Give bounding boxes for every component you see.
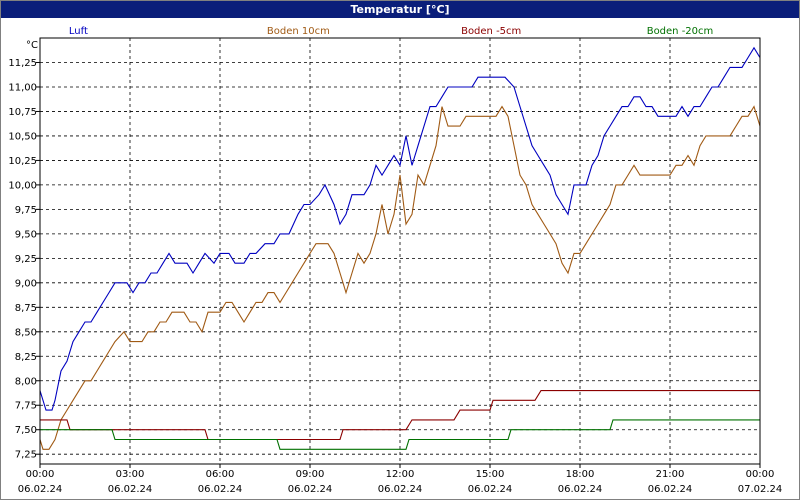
series-line-boden-10cm — [39, 105, 761, 450]
x-tick-date-label: 06.02.24 — [18, 484, 63, 495]
y-axis-unit-label: °C — [26, 40, 38, 51]
chart-title: Temperatur [°C] — [1, 1, 799, 18]
x-axis: 00:00 06.02.24 03:00 06.02.24 06:00 06.02.24 0… — [18, 464, 783, 495]
y-axis: 7,25 7,50 7,75 8,00 8,25 8,50 8,75 9,00 9,25 9,50… — [8, 58, 40, 461]
x-tick-date-label: 07.02.24 — [738, 484, 783, 495]
y-tick-label: 7,50 — [15, 425, 37, 436]
y-tick-label: 10,25 — [8, 156, 37, 167]
y-tick-label: 9,75 — [15, 205, 37, 216]
x-tick-date-label: 06.02.24 — [468, 484, 513, 495]
x-tick-time-label: 21:00 — [656, 469, 685, 480]
x-tick-time-label: 12:00 — [386, 469, 415, 480]
y-tick-label: 10,75 — [8, 107, 37, 118]
x-tick-date-label: 06.02.24 — [108, 484, 153, 495]
legend-entry-boden-5cm: Boden -5cm — [461, 26, 521, 37]
x-tick-date-label: 06.02.24 — [198, 484, 243, 495]
y-tick-label: 7,25 — [15, 450, 37, 461]
x-tick-time-label: 18:00 — [566, 469, 595, 480]
y-tick-label: 10,00 — [8, 180, 37, 191]
y-tick-label: 8,75 — [15, 303, 37, 314]
y-tick-label: 9,50 — [15, 229, 37, 240]
grid — [40, 38, 760, 464]
y-tick-label: 7,75 — [15, 401, 37, 412]
y-tick-label: 11,25 — [8, 58, 37, 69]
series-line-luft — [39, 46, 761, 411]
y-tick-label: 10,50 — [8, 131, 37, 142]
series-line-boden-20cm — [40, 419, 760, 450]
y-tick-label: 11,00 — [8, 82, 37, 93]
x-tick-date-label: 06.02.24 — [648, 484, 693, 495]
x-tick-time-label: 03:00 — [116, 469, 145, 480]
x-tick-time-label: 09:00 — [296, 469, 325, 480]
x-tick-time-label: 15:00 — [476, 469, 505, 480]
x-tick-time-label: 06:00 — [206, 469, 235, 480]
x-tick-date-label: 06.02.24 — [288, 484, 333, 495]
y-tick-label: 8,00 — [15, 376, 37, 387]
x-tick-time-label: 00:00 — [26, 469, 55, 480]
x-tick-date-label: 06.02.24 — [558, 484, 603, 495]
y-tick-label: 9,00 — [15, 278, 37, 289]
y-tick-label: 9,25 — [15, 254, 37, 265]
x-tick-date-label: 06.02.24 — [378, 484, 423, 495]
x-tick-time-label: 00:00 — [746, 469, 775, 480]
series-lines — [39, 46, 761, 450]
legend: Luft Boden 10cm Boden -5cm Boden -20cm — [69, 26, 713, 37]
legend-entry-boden-10cm: Boden 10cm — [267, 26, 330, 37]
y-tick-label: 8,50 — [15, 327, 37, 338]
y-tick-label: 8,25 — [15, 352, 37, 363]
series-line-boden-5cm — [40, 390, 760, 441]
legend-entry-luft: Luft — [69, 26, 88, 37]
legend-entry-boden-20cm: Boden -20cm — [647, 26, 714, 37]
